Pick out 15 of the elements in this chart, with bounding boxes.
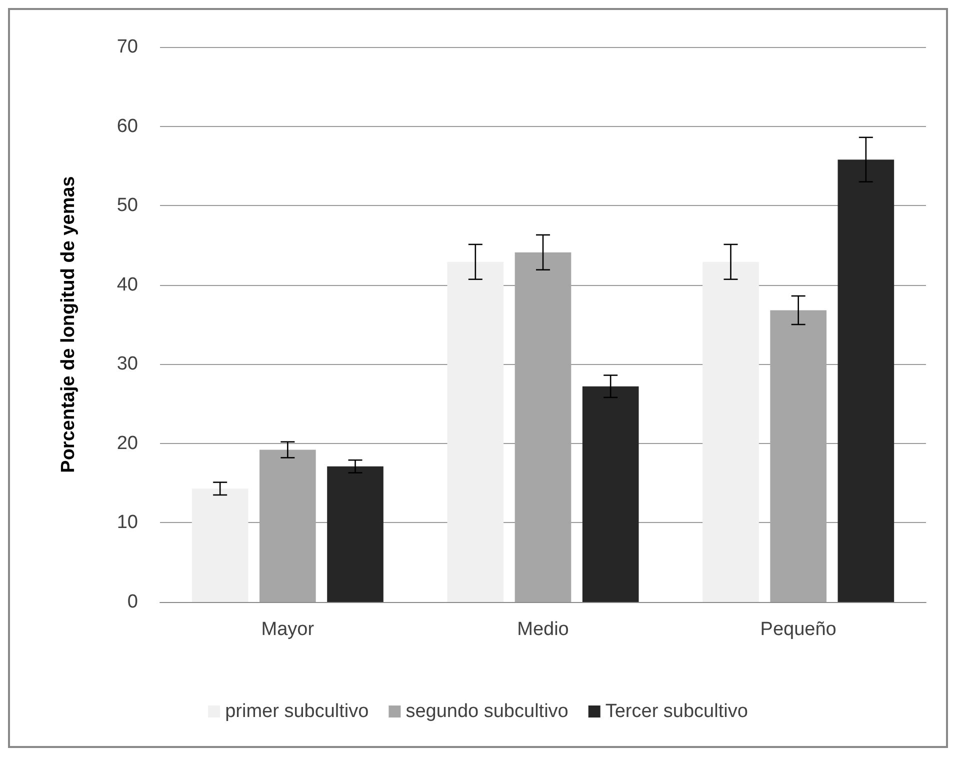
y-tick-label: 60 [116, 116, 138, 137]
y-tick-label: 0 [127, 592, 138, 612]
y-tick-label: 40 [116, 274, 138, 296]
x-tick-label: Pequeño [760, 619, 836, 640]
y-axis-title: Porcentaje de longitud de yemas [58, 176, 79, 473]
legend-label: segundo subcultivo [406, 701, 568, 722]
legend-label: Tercer subcultivo [605, 701, 748, 722]
y-tick-label: 30 [116, 354, 138, 375]
y-tick-label: 50 [116, 195, 138, 216]
x-tick-label: Mayor [261, 619, 315, 640]
y-tick-label: 70 [116, 36, 138, 58]
y-tick-label: 20 [116, 432, 138, 454]
x-tick-label: Medio [517, 619, 569, 640]
legend-label: primer subcultivo [225, 701, 369, 722]
y-tick-label: 10 [116, 512, 138, 534]
